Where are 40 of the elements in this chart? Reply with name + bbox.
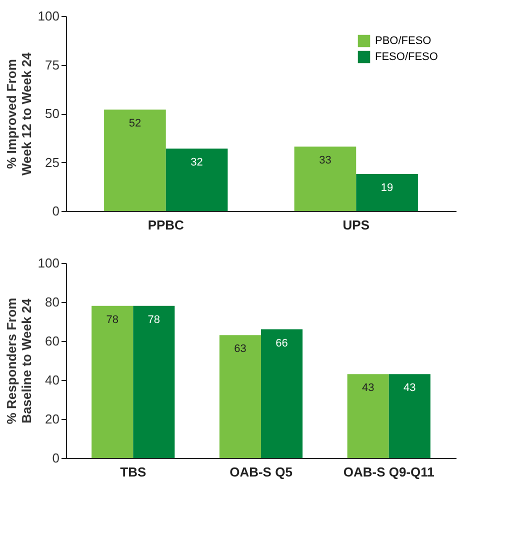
data-label: 33 [319, 154, 332, 167]
x-tick-label: TBS [120, 464, 146, 480]
bar [347, 374, 389, 458]
legend-label: PBO/FESO [375, 35, 432, 47]
y-tick-label: 80 [45, 294, 60, 310]
y-tick-label: 40 [45, 372, 60, 388]
y-tick-label: 100 [38, 256, 60, 270]
data-label: 78 [106, 314, 118, 326]
bar [261, 329, 303, 458]
bar [104, 110, 166, 211]
x-tick-label: OAB-S Q5 [230, 464, 292, 480]
legend-label: FESO/FESO [375, 51, 438, 63]
y-tick-label: 60 [45, 334, 60, 348]
x-tick-label: OAB-S Q9-Q11 [343, 464, 434, 480]
bar [133, 306, 175, 458]
data-label: 19 [380, 182, 394, 194]
y-tick-label: 20 [45, 412, 60, 426]
data-label: 63 [234, 343, 246, 356]
y-tick-label: 75 [45, 57, 60, 72]
bar [92, 306, 134, 458]
bar [166, 148, 228, 211]
y-tick-label: 0 [52, 450, 60, 466]
bar [294, 146, 356, 211]
y-tick-label: 0 [52, 204, 60, 218]
y-axis-title: % Improved From Week 12 to Week 24 [4, 52, 34, 176]
y-axis-title: % Responders From Baseline to Week 24 [4, 298, 34, 424]
x-tick-label: UPS [342, 218, 370, 232]
data-label: 66 [276, 337, 288, 350]
bar [388, 374, 430, 458]
bar [219, 335, 261, 458]
data-label: 43 [362, 382, 374, 394]
data-label: 78 [148, 314, 160, 326]
data-label: 52 [128, 118, 142, 130]
data-label: 32 [190, 156, 203, 169]
bar [356, 174, 418, 211]
data-label: 43 [404, 382, 416, 394]
y-tick-label: 25 [45, 154, 60, 170]
x-tick-label: PPBC [148, 218, 185, 232]
y-tick-label: 50 [45, 106, 60, 121]
y-tick-label: 100 [38, 8, 60, 24]
